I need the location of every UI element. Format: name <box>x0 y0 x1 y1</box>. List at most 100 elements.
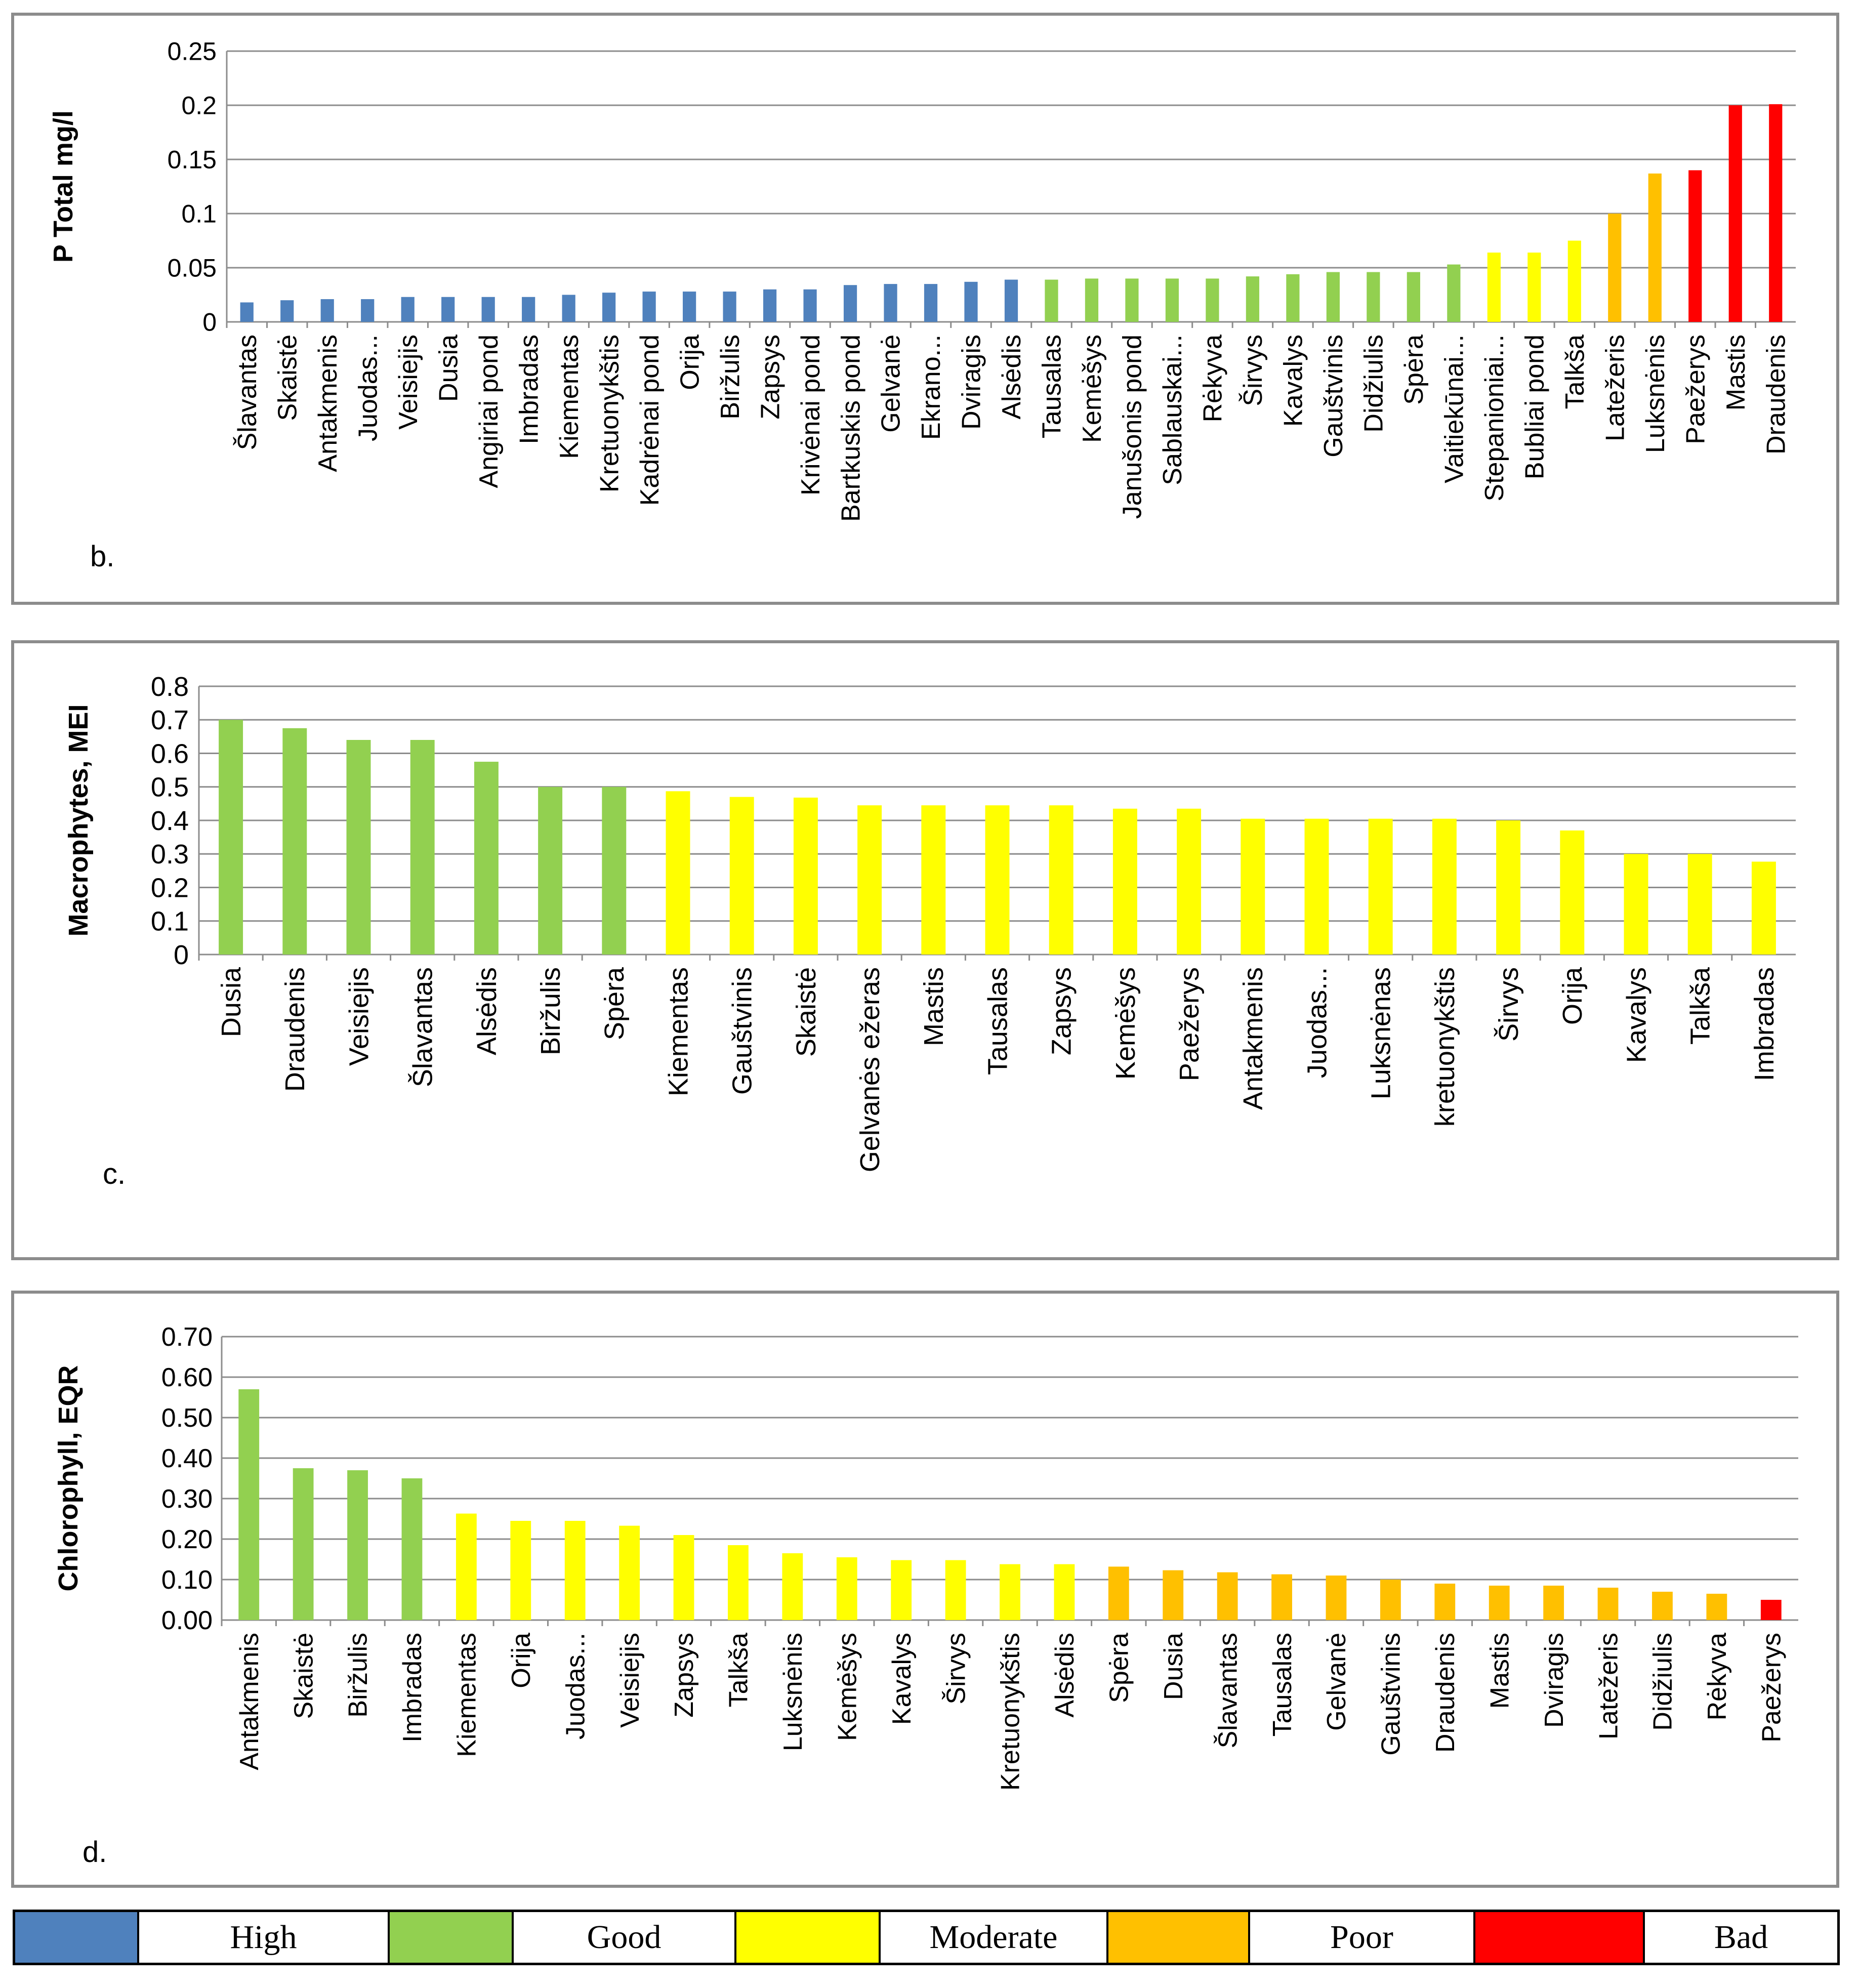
x-category-label: Spėra <box>1399 335 1429 405</box>
bar <box>1217 1572 1238 1620</box>
bar <box>1496 820 1521 955</box>
bar <box>673 1535 694 1620</box>
x-category-label: Tausalas <box>1038 335 1067 438</box>
x-category-label: Biržulis <box>716 335 745 420</box>
x-category-label: Kiementas <box>555 335 584 459</box>
y-tick-label: 0.60 <box>161 1363 213 1392</box>
x-category-label: Vaitiekūnai... <box>1440 335 1469 483</box>
bar <box>1049 805 1073 955</box>
chart-b: 0 0.05 0.1 0.15 0.2 0.25 P Total mg/l Šlavantas… <box>48 37 1796 522</box>
bar <box>280 300 294 322</box>
y-tick-label: 0.00 <box>161 1606 213 1635</box>
bar <box>1271 1574 1292 1620</box>
bar <box>782 1553 803 1620</box>
x-category-label: Biržulis <box>344 1633 373 1718</box>
x-category-label: Širvys <box>1238 335 1268 406</box>
bar <box>1432 818 1457 955</box>
y-tick-label: 0.50 <box>161 1403 213 1433</box>
x-category-label: Latežeris <box>1601 335 1630 441</box>
x-category-label: Skaistė <box>289 1633 318 1719</box>
panel-label: c. <box>103 1157 126 1190</box>
x-category-label: Draudenis <box>280 967 310 1092</box>
x-category-label: Bubliai pond <box>1520 335 1550 479</box>
bar <box>836 1557 857 1620</box>
bar <box>401 297 415 322</box>
panel-label: d. <box>82 1836 107 1869</box>
x-category-label: Tausalas <box>982 967 1013 1075</box>
bar <box>843 285 857 322</box>
y-axis-label: P Total mg/l <box>48 110 78 263</box>
bar <box>1434 1584 1456 1620</box>
x-category-label: Šlavantas <box>233 335 262 450</box>
y-tick-label: 0.5 <box>151 772 189 803</box>
bar <box>456 1513 477 1620</box>
x-category-label: Juodas... <box>1302 967 1332 1078</box>
x-category-label: Mastis <box>1485 1633 1514 1709</box>
x-category-label: Veisiejis <box>344 967 374 1066</box>
x-category-label: Antakmenis <box>313 335 343 472</box>
x-category-label: Dviragis <box>1540 1633 1569 1728</box>
y-tick-label: 0.05 <box>168 254 217 282</box>
y-tick-label: 0 <box>202 308 217 337</box>
y-axis-label: Macrophytes, MEI <box>63 704 94 936</box>
bar <box>240 302 254 322</box>
bar <box>510 1521 531 1620</box>
x-category-label: Dusia <box>216 967 246 1037</box>
x-category-label: Gauštvinis <box>1319 335 1348 458</box>
bar <box>1567 240 1581 322</box>
x-category-label: Alsėdis <box>472 967 502 1055</box>
bar <box>522 297 535 322</box>
x-category-label: Orija <box>507 1633 536 1688</box>
bar <box>1608 214 1622 322</box>
chart-d: 0.00 0.10 0.20 0.30 0.40 0.50 0.60 0.70 Chloroph… <box>53 1322 1798 1791</box>
x-category-label: Luksnėnis <box>778 1633 808 1751</box>
bar <box>1560 830 1585 955</box>
x-category-label: Širvys <box>1494 967 1524 1042</box>
x-category-label: Talkša <box>1560 335 1590 409</box>
x-category-label: Draudenis <box>1761 335 1791 454</box>
bar <box>361 299 375 322</box>
bar <box>891 1560 912 1620</box>
x-category-label: Talkša <box>1685 967 1716 1045</box>
x-category-label: Skaistė <box>273 335 302 421</box>
x-category-label: Didžiulis <box>1359 335 1389 433</box>
bar <box>1000 1564 1020 1620</box>
x-category-label: Angiriai pond <box>474 335 504 488</box>
bar <box>1597 1588 1619 1620</box>
bar <box>1367 272 1380 322</box>
x-category-label: Gelvanės ežeras <box>855 967 885 1172</box>
bar <box>1487 253 1501 322</box>
bar <box>682 292 696 322</box>
bar <box>1751 861 1776 955</box>
bar <box>1543 1586 1564 1620</box>
bar <box>1687 854 1712 955</box>
bar <box>1304 818 1329 955</box>
bar <box>238 1389 260 1620</box>
bar <box>921 805 946 955</box>
y-tick-label: 0.8 <box>151 672 189 702</box>
x-category-label: Kavalys <box>1621 967 1651 1063</box>
x-category-label: Veisiejis <box>615 1633 645 1728</box>
bar <box>1177 808 1202 955</box>
bar <box>293 1468 314 1620</box>
bar <box>1241 818 1265 955</box>
x-category-label: Alsėdis <box>1050 1633 1080 1718</box>
bar <box>1163 1570 1184 1620</box>
y-tick-label: 0 <box>174 940 189 970</box>
y-tick-label: 0.1 <box>151 906 189 937</box>
panel-label: b. <box>90 540 115 573</box>
x-category-label: Antakmenis <box>235 1633 264 1770</box>
bar <box>564 1521 586 1620</box>
x-category-label: Luksnėnas <box>1366 967 1396 1099</box>
bar <box>1054 1564 1075 1620</box>
y-axis-label: Chlorophyll, EQR <box>53 1365 84 1591</box>
x-category-label: Gauštvinis <box>727 967 758 1095</box>
chart-panel-d: 0.00 0.10 0.20 0.30 0.40 0.50 0.60 0.70 Chloroph… <box>11 1291 1839 1888</box>
bar <box>1624 854 1648 955</box>
x-category-label: Dusia <box>434 335 463 402</box>
x-category-label: Kiementas <box>663 967 693 1096</box>
x-category-label: Kemėšys <box>833 1633 862 1741</box>
x-category-label: Gelvanė <box>1322 1633 1351 1731</box>
bar <box>410 740 435 955</box>
x-category-label: Paežerys <box>1174 967 1205 1081</box>
